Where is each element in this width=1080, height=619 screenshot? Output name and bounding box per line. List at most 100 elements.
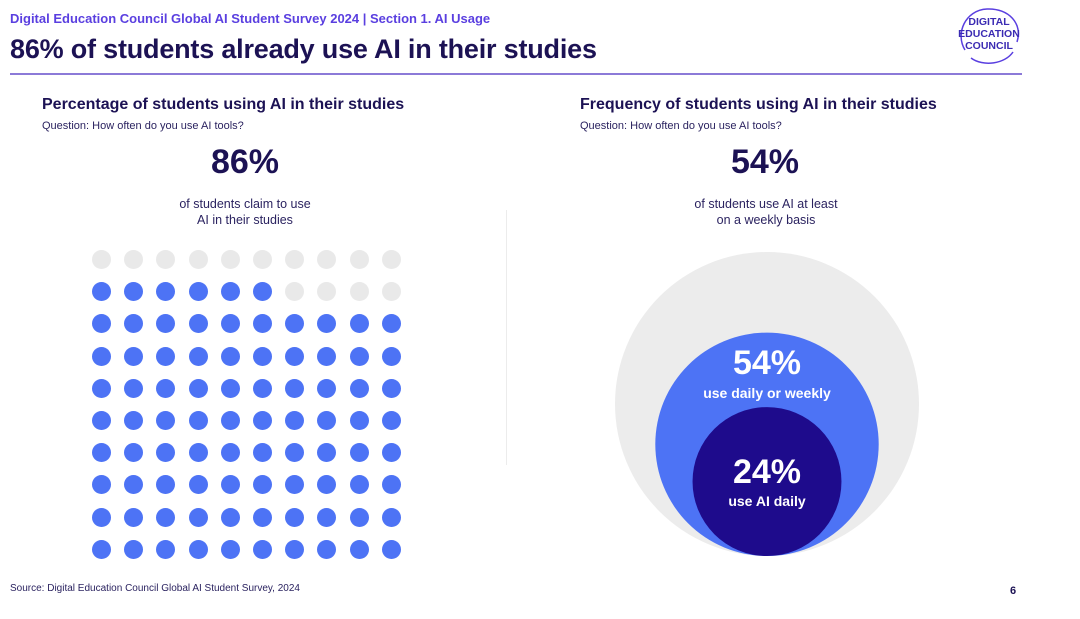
waffle-dot-filled [92, 282, 111, 302]
right-caption-line-2: on a weekly basis [716, 213, 816, 227]
waffle-dot-filled [381, 507, 401, 527]
waffle-dot-filled [317, 539, 337, 559]
waffle-dot-filled [188, 475, 208, 495]
left-stat-caption: of students claim to use AI in their stu… [135, 196, 355, 228]
waffle-dot-filled [285, 411, 305, 430]
waffle-dot-filled [156, 282, 176, 302]
waffle-dot-filled [253, 411, 272, 430]
dec-logo: DIGITAL EDUCATION COUNCIL [953, 4, 1025, 68]
svg-text:COUNCIL: COUNCIL [965, 40, 1013, 52]
waffle-dot-filled [124, 411, 144, 430]
waffle-dot-filled [381, 314, 401, 334]
waffle-dot-filled [253, 475, 272, 495]
waffle-dot-filled [349, 378, 369, 398]
waffle-dot-filled [220, 443, 240, 463]
waffle-dot-filled [285, 539, 305, 559]
waffle-dot-filled [285, 346, 305, 366]
waffle-dot-filled [156, 443, 176, 463]
waffle-dot-filled [188, 411, 208, 430]
left-caption-line-2: AI in their studies [197, 213, 293, 227]
right-stat-caption: of students use AI at least on a weekly … [656, 196, 876, 228]
waffle-dot-filled [188, 282, 208, 302]
waffle-dot-filled [317, 411, 337, 430]
waffle-dot-empty [349, 250, 369, 269]
waffle-dot-filled [124, 507, 144, 527]
waffle-dot-empty [253, 250, 272, 269]
waffle-dot-empty [317, 282, 337, 302]
waffle-dot-empty [285, 282, 305, 302]
waffle-dot-filled [156, 314, 176, 334]
waffle-dot-empty [156, 250, 176, 269]
waffle-dot-filled [220, 411, 240, 430]
waffle-dot-empty [188, 250, 208, 269]
waffle-dot-filled [156, 507, 176, 527]
waffle-dot-filled [285, 443, 305, 463]
waffle-dot-filled [220, 507, 240, 527]
waffle-dot-filled [188, 539, 208, 559]
page-number: 6 [1010, 585, 1017, 597]
waffle-dot-filled [188, 443, 208, 463]
waffle-dot-filled [285, 507, 305, 527]
waffle-dot-filled [188, 507, 208, 527]
waffle-dot-filled [124, 314, 144, 334]
waffle-dot-filled [124, 378, 144, 398]
waffle-dot-empty [381, 282, 401, 302]
header-divider [10, 73, 1022, 75]
waffle-dot-filled [285, 475, 305, 495]
waffle-dot-filled [253, 443, 272, 463]
waffle-dot-filled [381, 539, 401, 559]
circle-caption-label-1: use daily or weekly [703, 385, 831, 401]
waffle-dot-filled [381, 443, 401, 463]
waffle-dot-empty [349, 282, 369, 302]
waffle-dot-filled [253, 539, 272, 559]
waffle-dot-filled [124, 539, 144, 559]
waffle-dot-filled [188, 314, 208, 334]
waffle-dot-filled [156, 378, 176, 398]
waffle-dot-filled [317, 314, 337, 334]
left-caption-line-1: of students claim to use [179, 197, 311, 211]
waffle-dot-empty [317, 250, 337, 269]
waffle-dot-filled [317, 346, 337, 366]
waffle-dot-filled [349, 539, 369, 559]
waffle-dot-empty [92, 250, 111, 269]
waffle-dot-filled [220, 378, 240, 398]
waffle-dot-filled [253, 507, 272, 527]
waffle-dot-filled [381, 475, 401, 495]
waffle-dot-filled [220, 282, 240, 302]
waffle-dot-filled [317, 378, 337, 398]
waffle-dot-filled [349, 346, 369, 366]
page-title: 86% of students already use AI in their … [10, 34, 597, 64]
waffle-dot-filled [156, 346, 176, 366]
circle-series-2 [692, 407, 842, 556]
left-question: Question: How often do you use AI tools? [42, 120, 244, 132]
waffle-chart [92, 250, 402, 560]
source-note: Source: Digital Education Council Global… [10, 583, 300, 594]
waffle-dot-empty [285, 250, 305, 269]
waffle-dot-filled [381, 346, 401, 366]
waffle-dot-filled [188, 378, 208, 398]
waffle-dot-empty [220, 250, 240, 269]
waffle-dot-filled [92, 443, 111, 463]
waffle-dot-filled [253, 282, 272, 302]
right-chart-title: Frequency of students using AI in their … [580, 96, 937, 113]
waffle-dot-filled [285, 378, 305, 398]
waffle-dot-filled [220, 314, 240, 334]
waffle-dot-filled [349, 411, 369, 430]
right-question: Question: How often do you use AI tools? [580, 120, 782, 132]
waffle-dot-filled [220, 475, 240, 495]
circle-caption-label-2: use AI daily [728, 493, 806, 509]
waffle-dot-filled [156, 539, 176, 559]
waffle-dot-filled [317, 475, 337, 495]
waffle-dot-filled [156, 411, 176, 430]
waffle-dot-filled [92, 507, 111, 527]
waffle-dot-filled [124, 475, 144, 495]
svg-text:EDUCATION: EDUCATION [958, 28, 1020, 40]
waffle-dot-filled [92, 539, 111, 559]
waffle-dot-filled [285, 314, 305, 334]
waffle-dot-empty [124, 250, 144, 269]
waffle-dot-filled [349, 314, 369, 334]
waffle-dot-filled [124, 443, 144, 463]
waffle-dot-filled [349, 443, 369, 463]
waffle-dot-filled [317, 507, 337, 527]
waffle-dot-filled [156, 475, 176, 495]
